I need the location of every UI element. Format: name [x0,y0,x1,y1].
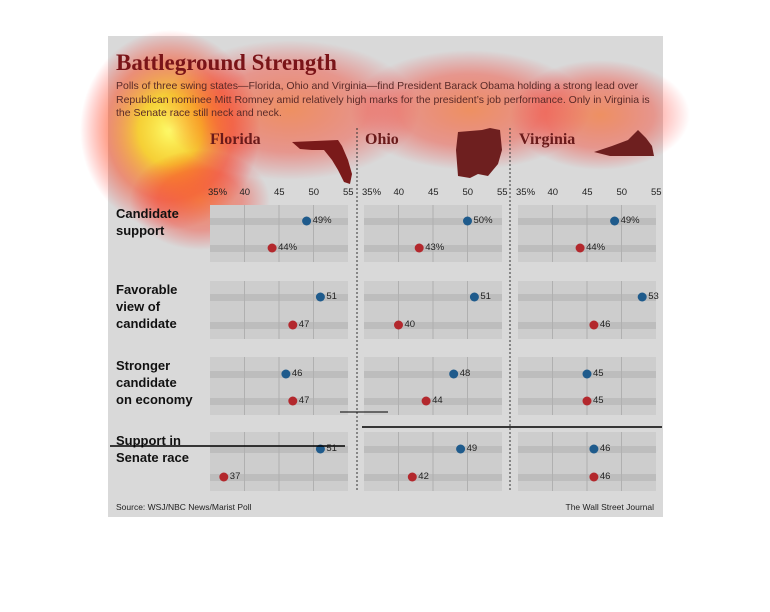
republican-dot [407,472,417,482]
tick-label: 40 [547,187,559,198]
state-label-florida: Florida [210,131,261,148]
democrat-dot [582,369,592,379]
democrat-dot [449,369,459,379]
section-label-line: candidate [116,375,177,390]
value-label: 43% [425,242,445,253]
section-label: Support in Senate race [116,432,189,466]
value-label: 45 [593,368,604,379]
section-label-line: Favorable [116,282,178,297]
section-label-line: Support in [116,433,181,448]
value-label: 47 [298,319,310,330]
republican-dot [589,472,599,482]
value-label: 45 [593,395,604,406]
republican-dot [589,320,599,330]
republican-dot [421,396,431,406]
value-label: 46 [599,471,611,482]
democrat-dot [589,444,599,454]
tick-label: 45 [428,187,439,198]
tick-label: 35% [208,187,228,198]
chart-subtitle: Polls of three swing states—Florida, Ohi… [116,80,650,119]
value-label: 46 [599,319,611,330]
section-label-line: Candidate [116,206,179,221]
democrat-dot [610,216,620,226]
value-label: 44% [278,242,298,253]
republican-dot [394,320,403,330]
tick-label: 35% [362,187,382,198]
republican-dot [288,320,298,330]
republican-dot [267,243,277,253]
value-label: 49% [620,215,640,226]
tick-label: 40 [393,187,405,198]
state-label-virginia: Virginia [519,131,576,148]
democrat-dot [302,216,312,226]
section-label-line: on economy [116,392,193,407]
section-label: Candidate support [116,205,179,239]
republican-dot [219,472,229,482]
value-label: 53 [648,291,659,302]
democrat-dot [637,292,647,302]
value-label: 48 [459,368,471,379]
value-label: 51 [326,443,337,454]
value-label: 46 [291,368,303,379]
florida-map-icon [292,140,352,184]
value-label: 51 [326,291,337,302]
value-label: 49% [312,215,332,226]
tick-label: 55 [651,187,662,198]
section-label-line: view of [116,299,161,314]
section-label-line: Stronger [116,358,171,373]
republican-dot [288,396,298,406]
value-label: 50% [473,215,493,226]
ohio-map-icon [456,128,502,178]
state-label-ohio: Ohio [365,131,399,148]
republican-dot [414,243,424,253]
section-label: Stronger candidate on economy [116,357,193,408]
value-label: 47 [298,395,310,406]
republican-dot [582,396,592,406]
section-label-line: support [116,223,165,238]
republican-dot [575,243,585,253]
tick-label: 45 [582,187,593,198]
tick-label: 35% [516,187,536,198]
value-label: 37 [229,471,241,482]
value-label: 51 [480,291,491,302]
democrat-dot [463,216,472,226]
democrat-dot [469,292,479,302]
publisher-credit: The Wall Street Journal [565,502,655,512]
chart-title: Battleground Strength [116,50,337,75]
value-label: 42 [418,471,429,482]
value-label: 44 [432,395,443,406]
value-label: 46 [599,443,611,454]
democrat-dot [456,444,466,454]
tick-label: 50 [616,187,628,198]
section-label-line: candidate [116,316,177,331]
section-label-line: Senate race [116,450,189,465]
value-label: 44% [586,242,606,253]
value-label: 40 [404,319,416,330]
virginia-map-icon [594,130,654,156]
tick-label: 40 [239,187,251,198]
value-label: 49 [466,443,478,454]
democrat-dot [281,369,291,379]
tick-label: 55 [497,187,508,198]
democrat-dot [315,292,325,302]
source-note: Source: WSJ/NBC News/Marist Poll [116,502,252,512]
tick-label: 45 [274,187,285,198]
tick-label: 50 [308,187,320,198]
tick-label: 50 [462,187,474,198]
section-label: Favorable view of candidate [116,281,177,332]
tick-label: 55 [343,187,354,198]
